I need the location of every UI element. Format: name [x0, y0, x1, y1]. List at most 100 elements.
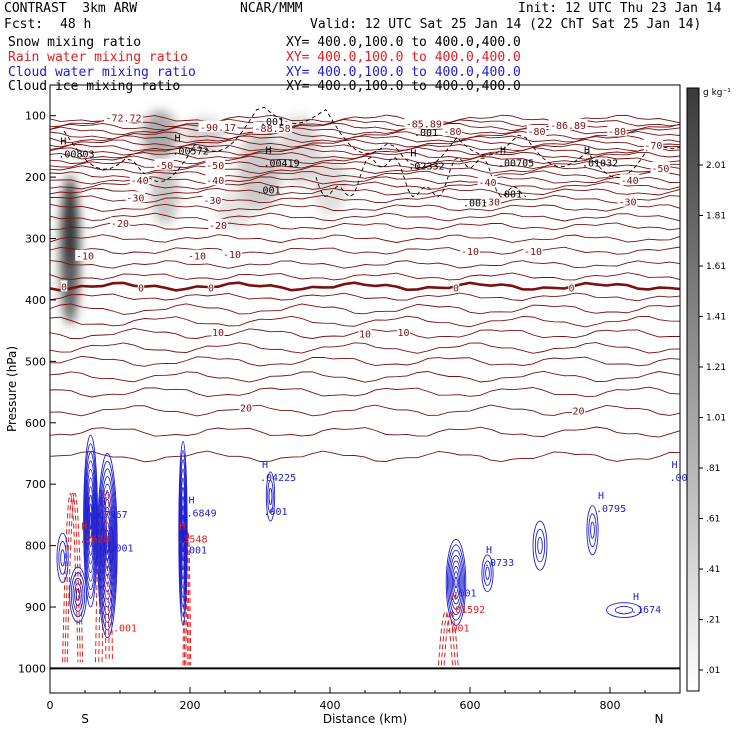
temperature-label-bg — [442, 125, 463, 137]
temperature-label: -50 — [155, 161, 173, 172]
axes: 0 200 400 600 800100200300400500600700800900… — [5, 110, 681, 726]
point-labels: H .00803 H .00572 H .00419 H .02332 H .00705 H .010… — [58, 117, 693, 635]
cloud-water-contour — [586, 505, 599, 556]
cloud-water-contour — [106, 537, 109, 554]
temperature-label-bg — [187, 249, 207, 261]
temperature-label-bg — [211, 325, 225, 337]
isotherm-line — [49, 222, 681, 231]
colorbar-tick-label: 1.41 — [706, 313, 726, 323]
rain-value-label: .3548 — [177, 534, 207, 545]
temperature-label-bg — [75, 249, 95, 261]
endpoint-label-right: N — [655, 712, 664, 726]
cloud-water-contours — [56, 434, 642, 639]
temperature-label: -70 — [644, 141, 662, 152]
temperature-label: 10 — [397, 328, 409, 339]
temperature-contour-labels: -72.72 -90.17 -88.58 -85.89 -86.89 -80 -80 -80 -… — [60, 111, 671, 417]
isotherm-line — [50, 194, 681, 204]
temperature-label: -30 — [126, 193, 144, 204]
temperature-label: -80 — [527, 127, 545, 138]
colorbar-tick-label: .41 — [706, 565, 720, 575]
cloud-water-contour — [85, 469, 96, 574]
temperature-label: -50 — [206, 161, 224, 172]
temperature-contours — [49, 114, 681, 670]
cloud-ice-value-label: .001 — [257, 186, 281, 197]
legend-cloud-water-name: Cloud water mixing ratio — [8, 65, 196, 80]
temperature-label-bg — [239, 401, 253, 413]
isotherm-line — [49, 386, 681, 398]
cloud-ice-high-marker: H — [410, 149, 416, 160]
temperature-label: -40 — [206, 176, 224, 187]
cloud-water-contour — [454, 576, 458, 589]
cloud-water-contour — [74, 583, 82, 607]
cloud-ice-dashed-contour — [315, 156, 527, 198]
cloud-water-contour — [104, 522, 111, 570]
cloud-water-value-label: .0733 — [484, 558, 514, 569]
cloud-water-contour — [97, 460, 117, 631]
cloud-ice-high-marker: H — [500, 146, 506, 157]
x-tick-label: 200 — [180, 699, 201, 712]
rain-high-marker: H — [451, 592, 457, 603]
cloud-water-contour — [453, 571, 459, 594]
temperature-label-bg — [568, 281, 575, 293]
cloud-water-value-label: .006 — [670, 473, 694, 484]
rain-dashed-contour — [64, 492, 81, 663]
cloud-water-contour — [606, 602, 642, 618]
cloud-water-value-label: .0795 — [596, 504, 626, 515]
model-title: CONTRAST 3km ARW — [4, 1, 138, 16]
cloud-ice-high-marker: H — [266, 146, 272, 157]
temperature-label-bg — [481, 195, 501, 207]
temperature-label: -86.89 — [550, 121, 586, 132]
isotherm-line — [49, 234, 681, 243]
center-label: NCAR/MMM — [240, 1, 303, 16]
temperature-label-bg — [619, 174, 640, 186]
y-tick-label: 500 — [25, 355, 46, 368]
isotherm-line — [49, 143, 681, 152]
temperature-label-bg — [60, 280, 68, 292]
y-tick-label: 400 — [25, 294, 46, 307]
temperature-label-bg — [104, 111, 143, 123]
cloud-water-contour — [98, 468, 117, 623]
colorbar: g kg⁻¹ .01 .21 .41 .61 .81 1.01 1.21 1.41 1.61 1.… — [686, 87, 731, 692]
temperature-label-bg — [129, 174, 150, 186]
temperature-label-bg — [548, 118, 588, 130]
cloud-water-contour — [534, 528, 546, 563]
temperature-label-bg — [397, 325, 410, 337]
isotherm-line — [49, 181, 681, 190]
temperature-label: 20 — [572, 406, 584, 417]
y-tick-label: 300 — [25, 233, 46, 246]
cloud-water-contour — [268, 487, 273, 506]
rain-high-marker: H — [179, 521, 185, 532]
cloud-water-contour — [100, 483, 115, 608]
cloud-water-contour — [178, 440, 188, 626]
rain-value-label: .2628 — [79, 534, 109, 545]
y-tick-label: 900 — [25, 601, 46, 614]
temperature-label-bg — [523, 244, 543, 256]
cloud-water-contour — [446, 544, 466, 621]
isotherm-line — [49, 187, 681, 197]
cloud-water-contour — [101, 491, 114, 600]
temperature-label-bg — [617, 195, 638, 207]
temperature-label-bg — [198, 120, 238, 132]
temperature-label: 0 — [208, 284, 214, 295]
cloud-water-contour — [588, 513, 597, 548]
cloud-water-contour — [56, 532, 69, 583]
rain-value-label: .001 — [446, 624, 470, 635]
cloud-water-contour — [481, 554, 494, 593]
cloud-water-contour — [449, 555, 463, 610]
temperature-label-bg — [358, 327, 372, 339]
temperature-label-bg — [607, 125, 627, 137]
cloud-water-high-marker: H — [189, 496, 195, 507]
cloud-water-value-label: .7967 — [98, 510, 128, 521]
cloud-ice-value-label: .001 — [414, 128, 438, 139]
temperature-label: 0 — [568, 284, 574, 295]
colorbar-tick-label: 1.21 — [706, 363, 726, 373]
cloud-water-contour — [105, 529, 110, 562]
temperature-label-bg — [477, 176, 498, 188]
isotherm-line — [50, 355, 681, 367]
y-axis-title: Pressure (hPa) — [5, 346, 19, 432]
cloud-ice-high-marker: H — [584, 146, 590, 157]
temperature-label-bg — [110, 217, 130, 229]
cloud-water-contour — [590, 521, 595, 539]
isotherm-line — [49, 151, 681, 160]
